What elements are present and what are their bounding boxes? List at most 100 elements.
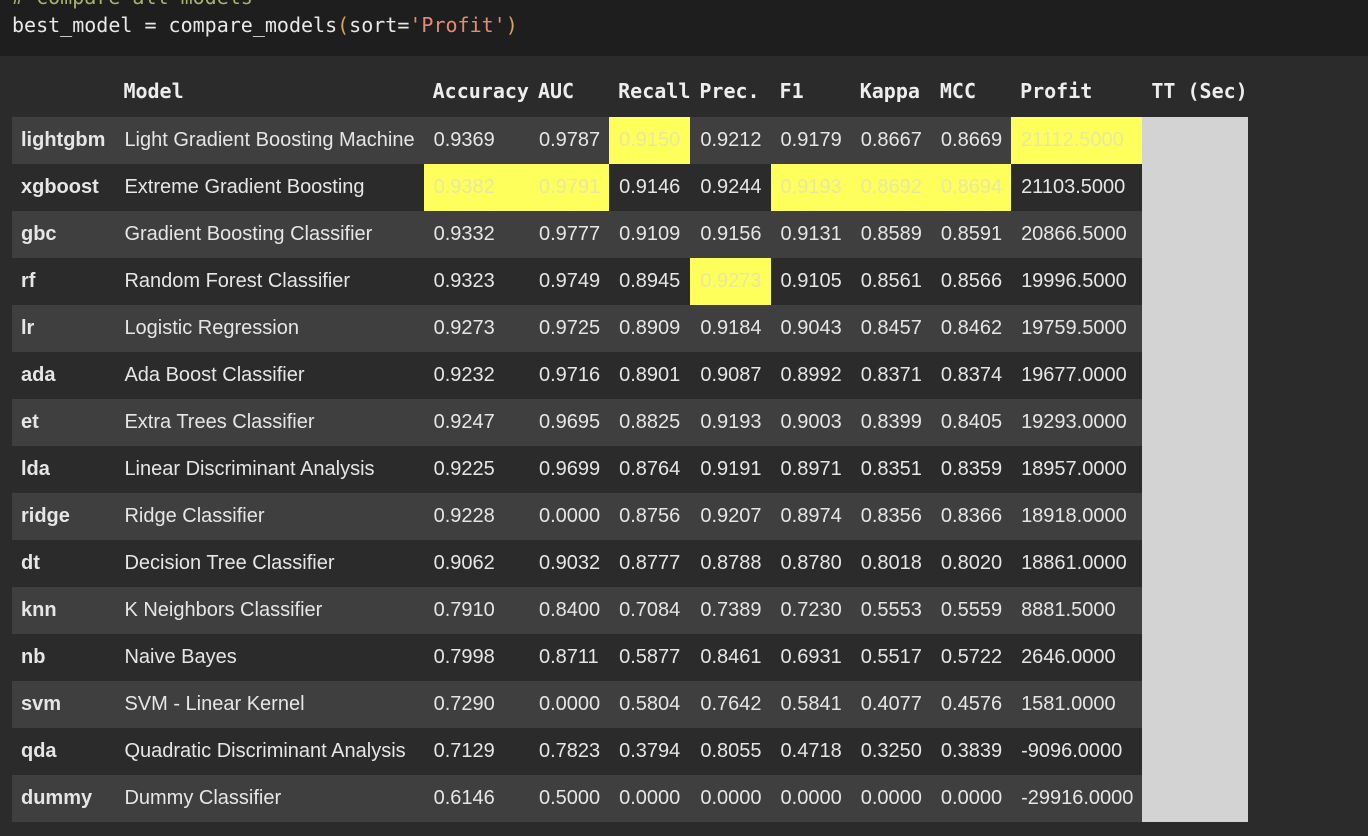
cell-profit: 19996.5000 <box>1011 258 1143 305</box>
cell-tt <box>1142 211 1248 258</box>
cell-auc: 0.5000 <box>528 775 610 822</box>
cell-kappa: 0.8018 <box>850 540 931 587</box>
cell-profit: 21103.5000 <box>1011 164 1143 211</box>
cell-auc: 0.9032 <box>528 540 610 587</box>
cell-prec: 0.8461 <box>690 634 771 681</box>
cell-tt <box>1142 305 1248 352</box>
row-index: lr <box>12 305 115 352</box>
cell-f1: 0.9043 <box>770 305 851 352</box>
column-header-recall: Recall <box>618 78 691 103</box>
cell-profit: 19677.0000 <box>1011 352 1143 399</box>
cell-prec: 0.7642 <box>690 681 771 728</box>
cell-f1: 0.4718 <box>770 728 851 775</box>
cell-prec: 0.9273 <box>690 258 771 305</box>
row-index: xgboost <box>12 164 115 211</box>
cell-f1: 0.8974 <box>770 493 851 540</box>
row-index: rf <box>12 258 115 305</box>
cell-kappa: 0.8351 <box>850 446 931 493</box>
table-row: gbc Gradient Boosting Classifier 0.9332 0.9… <box>12 211 1248 258</box>
model-comparison-table: Model Accuracy AUC Recall Prec. F1 Kappa MCC Pro… <box>12 70 1248 822</box>
row-index: nb <box>12 634 115 681</box>
cell-accuracy: 0.9225 <box>423 446 529 493</box>
cell-mcc: 0.8694 <box>930 164 1012 211</box>
cell-mcc: 0.4576 <box>930 681 1012 728</box>
table-row: knn K Neighbors Classifier 0.7910 0.8400 0.7… <box>12 587 1248 634</box>
cell-profit: 18957.0000 <box>1011 446 1143 493</box>
cell-f1: 0.5841 <box>770 681 851 728</box>
cell-mcc: 0.8669 <box>930 117 1012 164</box>
cell-profit: 18918.0000 <box>1011 493 1143 540</box>
cell-tt <box>1142 399 1248 446</box>
table-row: rf Random Forest Classifier 0.9323 0.9749 0.… <box>12 258 1248 305</box>
cell-profit: 2646.0000 <box>1011 634 1143 681</box>
cell-model: Linear Discriminant Analysis <box>114 446 424 493</box>
code-paren-close: ) <box>505 13 518 37</box>
cell-kappa: 0.4077 <box>850 681 931 728</box>
cell-tt <box>1142 493 1248 540</box>
cell-kappa: 0.8561 <box>850 258 931 305</box>
table-row: lr Logistic Regression 0.9273 0.9725 0.8909 0… <box>12 305 1248 352</box>
cell-accuracy: 0.9369 <box>423 117 529 164</box>
row-index: et <box>12 399 115 446</box>
cell-model: Light Gradient Boosting Machine <box>114 117 424 164</box>
cell-auc: 0.8400 <box>528 587 610 634</box>
cell-recall: 0.8825 <box>609 399 691 446</box>
cell-prec: 0.9087 <box>690 352 771 399</box>
table-header: Model Accuracy AUC Recall Prec. F1 Kappa MCC Pro… <box>12 70 1247 117</box>
cell-model: Logistic Regression <box>114 305 424 352</box>
cell-recall: 0.3794 <box>609 728 691 775</box>
code-paren-open: ( <box>337 13 350 37</box>
table-row: ridge Ridge Classifier 0.9228 0.0000 0.8756 0… <box>12 493 1248 540</box>
table-row: dt Decision Tree Classifier 0.9062 0.9032 0.… <box>12 540 1248 587</box>
cell-model: Extra Trees Classifier <box>114 399 424 446</box>
cell-kappa: 0.8692 <box>850 164 931 211</box>
cell-recall: 0.9109 <box>609 211 691 258</box>
cell-tt <box>1142 540 1248 587</box>
cell-recall: 0.8756 <box>609 493 691 540</box>
table-row: svm SVM - Linear Kernel 0.7290 0.0000 0.5804… <box>12 681 1248 728</box>
column-header-index <box>12 70 114 117</box>
cell-recall: 0.7084 <box>609 587 691 634</box>
cell-auc: 0.8711 <box>528 634 610 681</box>
cell-accuracy: 0.9228 <box>423 493 529 540</box>
cell-profit: 20866.5000 <box>1011 211 1143 258</box>
cell-accuracy: 0.9232 <box>423 352 529 399</box>
cell-kappa: 0.5553 <box>850 587 931 634</box>
cell-recall: 0.5877 <box>609 634 691 681</box>
cell-prec: 0.9212 <box>690 117 771 164</box>
cell-kappa: 0.8457 <box>850 305 931 352</box>
cell-model: Ridge Classifier <box>114 493 424 540</box>
column-header-model: Model <box>123 78 184 103</box>
cell-model: SVM - Linear Kernel <box>114 681 424 728</box>
cell-profit: 19293.0000 <box>1011 399 1143 446</box>
column-header-kappa: Kappa <box>859 78 920 103</box>
cell-accuracy: 0.7129 <box>423 728 529 775</box>
cell-kappa: 0.8667 <box>850 117 931 164</box>
row-index: dt <box>12 540 115 587</box>
cell-prec: 0.9193 <box>690 399 771 446</box>
cell-tt <box>1142 728 1248 775</box>
cell-recall: 0.9146 <box>609 164 691 211</box>
cell-tt <box>1142 634 1248 681</box>
cell-recall: 0.8945 <box>609 258 691 305</box>
row-index: qda <box>12 728 115 775</box>
code-cell[interactable]: # compare all models best_model = compar… <box>0 0 1368 56</box>
cell-mcc: 0.8359 <box>930 446 1012 493</box>
cell-model: Naive Bayes <box>114 634 424 681</box>
cell-kappa: 0.8356 <box>850 493 931 540</box>
cell-profit: 1581.0000 <box>1011 681 1143 728</box>
cell-f1: 0.6931 <box>770 634 851 681</box>
cell-auc: 0.9716 <box>528 352 610 399</box>
cell-model: Quadratic Discriminant Analysis <box>114 728 424 775</box>
code-variable: best_model <box>12 13 133 37</box>
cell-auc: 0.9695 <box>528 399 610 446</box>
cell-mcc: 0.5722 <box>930 634 1012 681</box>
cell-model: Decision Tree Classifier <box>114 540 424 587</box>
cell-mcc: 0.8374 <box>930 352 1012 399</box>
cell-profit: 8881.5000 <box>1011 587 1143 634</box>
column-header-f1: F1 <box>779 78 804 103</box>
cell-accuracy: 0.9273 <box>423 305 529 352</box>
cell-profit: 19759.5000 <box>1011 305 1143 352</box>
cell-prec: 0.9184 <box>690 305 771 352</box>
table-row: et Extra Trees Classifier 0.9247 0.9695 0.88… <box>12 399 1248 446</box>
